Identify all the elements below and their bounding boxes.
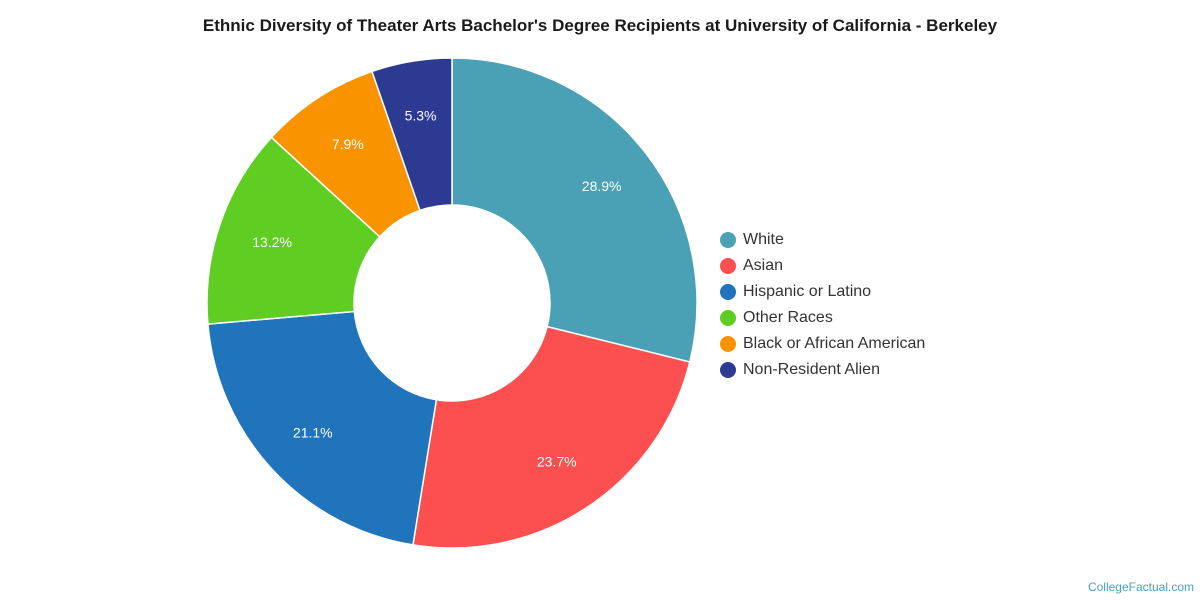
slice-label: 7.9% xyxy=(332,136,364,152)
legend-swatch-icon xyxy=(720,362,736,378)
legend: White Asian Hispanic or Latino Other Races B… xyxy=(720,227,925,383)
legend-label: Other Races xyxy=(743,309,833,326)
legend-item[interactable]: Hispanic or Latino xyxy=(720,279,925,305)
legend-swatch-icon xyxy=(720,232,736,248)
legend-label: Hispanic or Latino xyxy=(743,283,872,300)
legend-item[interactable]: Black or African American xyxy=(720,331,925,357)
slice-non-resident-alien xyxy=(371,57,453,212)
slice-label: 28.9% xyxy=(582,178,622,194)
slice-hispanic-or-latino xyxy=(207,310,438,546)
legend-label: Asian xyxy=(743,257,784,274)
slice-label: 23.7% xyxy=(537,454,577,470)
slice-white xyxy=(451,57,698,363)
watermark: CollegeFactual.com xyxy=(1087,580,1194,594)
legend-item[interactable]: Asian xyxy=(720,253,925,279)
slice-other-races xyxy=(206,136,381,325)
legend-item[interactable]: White xyxy=(720,227,925,253)
slice-label: 21.1% xyxy=(293,424,333,440)
legend-item[interactable]: Non-Resident Alien xyxy=(720,357,925,383)
slice-label: 5.3% xyxy=(405,108,437,124)
legend-item[interactable]: Other Races xyxy=(720,305,925,331)
legend-label: Black or African American xyxy=(743,335,926,352)
slice-label: 13.2% xyxy=(252,234,292,250)
legend-swatch-icon xyxy=(720,258,736,274)
legend-swatch-icon xyxy=(720,310,736,326)
legend-swatch-icon xyxy=(720,336,736,352)
legend-label: White xyxy=(743,231,784,248)
chart-title: Ethnic Diversity of Theater Arts Bachelo… xyxy=(202,16,998,35)
legend-label: Non-Resident Alien xyxy=(743,361,880,378)
legend-swatch-icon xyxy=(720,284,736,300)
slice-asian xyxy=(412,325,691,549)
